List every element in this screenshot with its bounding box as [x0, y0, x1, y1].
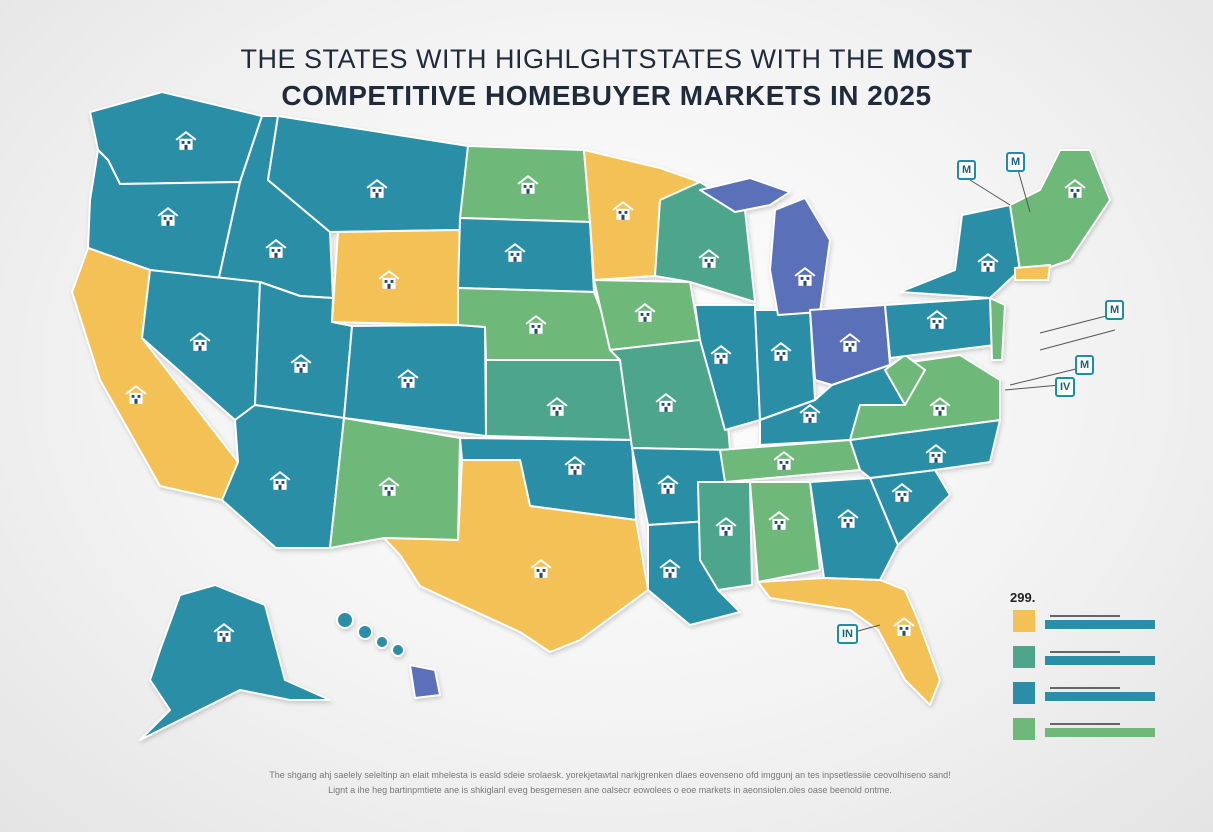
callout-badge: IV: [1055, 377, 1076, 397]
island-shape: [375, 635, 389, 649]
state-mi[interactable]: [769, 197, 831, 316]
map-title-line-2: COMPETITIVE HOMEBUYER MARKETS IN 2025: [281, 80, 932, 111]
footer-caption: The shgang ahj saelely seleltinp an elai…: [250, 768, 970, 798]
legend-swatch: [1013, 718, 1035, 740]
state-ms[interactable]: [697, 481, 753, 591]
state-wv[interactable]: [884, 354, 926, 406]
state-wa[interactable]: [89, 91, 263, 185]
state-fl[interactable]: [757, 577, 941, 706]
legend-swatch: [1013, 646, 1035, 668]
state-nj_md[interactable]: [989, 297, 1006, 361]
legend-bar: [1045, 656, 1155, 665]
legend-bar: [1045, 728, 1155, 737]
callout-badge: M: [1075, 355, 1095, 375]
state-ny[interactable]: [899, 204, 1021, 299]
legend-text-line: [1050, 723, 1120, 725]
legend-swatch: [1013, 610, 1035, 632]
state-ma[interactable]: [1014, 264, 1051, 281]
callout-badge: M: [957, 160, 977, 180]
legend-text-line: [1050, 615, 1120, 617]
footer-line-2: Lignt a ihe heg bartinpmtiete ane is shk…: [328, 785, 892, 795]
legend-value: 299.: [1010, 590, 1036, 605]
callout-badge: M: [1006, 152, 1026, 172]
map-title-line-1: THE STATES WITH HIGHLGHTSTATES WITH THE …: [240, 44, 973, 74]
legend-text-line: [1050, 687, 1120, 689]
state-al[interactable]: [749, 481, 821, 583]
island-shape: [336, 611, 354, 629]
state-wi[interactable]: [654, 181, 756, 303]
state-co[interactable]: [343, 324, 487, 437]
callout-badge: M: [1105, 300, 1125, 320]
callout-badge: IN: [837, 624, 858, 644]
legend-bar: [1045, 620, 1155, 629]
legend-swatch: [1013, 682, 1035, 704]
legend-text-line: [1050, 651, 1120, 653]
state-mi_up[interactable]: [699, 177, 791, 213]
state-hi[interactable]: [409, 664, 441, 699]
callout-leaders: [846, 169, 1116, 635]
island-shape: [391, 643, 405, 657]
state-ga[interactable]: [809, 477, 899, 581]
state-tx[interactable]: [383, 459, 649, 653]
state-az[interactable]: [221, 404, 345, 549]
state-il[interactable]: [694, 304, 761, 431]
island-shape: [357, 624, 373, 640]
legend-bar: [1045, 692, 1155, 701]
footer-line-1: The shgang ahj saelely seleltinp an elai…: [269, 770, 951, 780]
state-sd[interactable]: [457, 217, 595, 293]
state-ak[interactable]: [139, 584, 331, 741]
